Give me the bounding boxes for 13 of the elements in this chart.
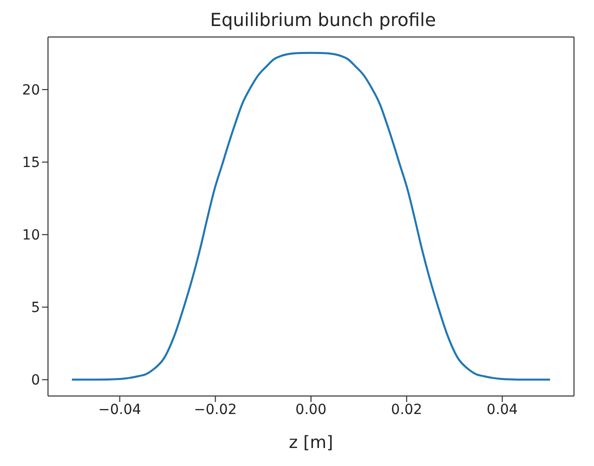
x-tick-label: 0.02 xyxy=(391,402,422,418)
y-tick-label: 5 xyxy=(31,300,40,316)
x-tick-label: −0.04 xyxy=(98,402,142,418)
x-tick-label: 0.00 xyxy=(295,402,327,418)
y-tick-label: 15 xyxy=(22,155,40,172)
x-tick-label: 0.04 xyxy=(486,402,518,418)
y-tick-label: 0 xyxy=(31,372,40,389)
x-tick-label: −0.02 xyxy=(194,402,237,418)
y-tick-label: 10 xyxy=(22,228,40,244)
x-axis-title: z [m] xyxy=(288,433,334,453)
chart-title: Equilibrium bunch profile xyxy=(209,10,437,31)
line-series xyxy=(70,52,552,381)
y-tick-label: 20 xyxy=(22,82,40,99)
